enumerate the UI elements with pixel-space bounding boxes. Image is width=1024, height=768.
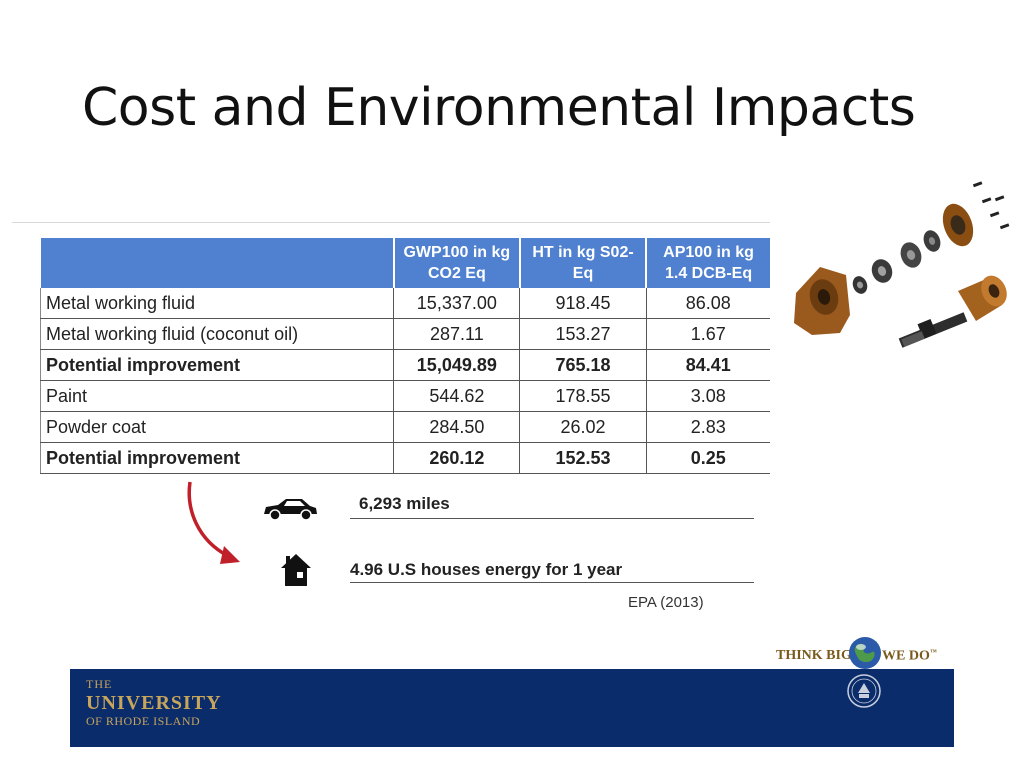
source-citation: EPA (2013): [628, 594, 704, 611]
ap-value: 0.25: [646, 442, 770, 474]
header-cell-gwp: GWP100 in kg CO2 Eq: [393, 238, 521, 288]
ht-value: 26.02: [519, 411, 647, 443]
ap-value: 1.67: [646, 318, 770, 350]
table-row: Paint 544.62 178.55 3.08: [39, 380, 770, 412]
table-row: Metal working fluid 15,337.00 918.45 86.…: [39, 288, 770, 319]
table-row: Potential improvement 260.12 152.53 0.25: [39, 442, 770, 474]
logo-rhode-island: OF RHODE ISLAND: [86, 714, 201, 728]
header-cell-ht: HT in kg S02-Eq: [519, 238, 648, 288]
row-label: Potential improvement: [39, 442, 395, 474]
miles-equivalent: 6,293 miles: [260, 494, 755, 524]
exploded-bearing-assembly-image: [794, 181, 1010, 348]
car-icon: [264, 499, 317, 521]
ht-value: 918.45: [519, 288, 647, 319]
impact-table: GWP100 in kg CO2 Eq HT in kg S02-Eq AP10…: [39, 238, 770, 474]
row-label: Potential improvement: [39, 349, 395, 381]
footer-bar: THE UNIVERSITY OF RHODE ISLAND: [70, 669, 954, 747]
tagline-right-text: WE DO: [882, 648, 930, 664]
gwp-value: 287.11: [393, 318, 521, 350]
ap-value: 3.08: [646, 380, 770, 412]
ht-value: 178.55: [519, 380, 647, 412]
ap-value: 86.08: [646, 288, 770, 319]
row-label: Metal working fluid: [39, 288, 395, 319]
university-seal-icon: [847, 674, 881, 708]
gwp-value: 284.50: [393, 411, 521, 443]
globe-icon: [849, 637, 881, 669]
table-row: Powder coat 284.50 26.02 2.83: [39, 411, 770, 443]
table-row: Metal working fluid (coconut oil) 287.11…: [39, 318, 770, 350]
miles-underline: [350, 518, 754, 519]
table-header-row: GWP100 in kg CO2 Eq HT in kg S02-Eq AP10…: [40, 238, 770, 288]
ht-value: 152.53: [519, 442, 647, 474]
tagline-right: WE DO™: [882, 648, 937, 665]
row-label: Metal working fluid (coconut oil): [39, 318, 395, 350]
tagline-left: THINK BIG: [776, 648, 852, 663]
slide-title: Cost and Environmental Impacts: [82, 78, 916, 138]
table-row: Potential improvement 15,049.89 765.18 8…: [39, 349, 770, 381]
think-big-tagline: THINK BIG WE DO™: [776, 636, 956, 676]
title-divider: [12, 222, 770, 223]
header-cell-label: [40, 238, 395, 288]
curved-arrow-icon: [187, 481, 240, 564]
gwp-value: 15,049.89: [393, 349, 521, 381]
logo-university: UNIVERSITY: [86, 692, 222, 714]
ht-value: 153.27: [519, 318, 647, 350]
ap-value: 84.41: [646, 349, 770, 381]
row-label: Powder coat: [39, 411, 395, 443]
houses-equivalent: 4.96 U.S houses energy for 1 year: [260, 552, 755, 592]
gwp-value: 15,337.00: [393, 288, 521, 319]
row-label: Paint: [39, 380, 395, 412]
ap-value: 2.83: [646, 411, 770, 443]
trademark: ™: [929, 648, 937, 656]
house-icon: [281, 554, 311, 586]
gwp-value: 544.62: [393, 380, 521, 412]
logo-the: THE: [86, 677, 113, 691]
miles-text: 6,293 miles: [359, 494, 450, 513]
ht-value: 765.18: [519, 349, 647, 381]
houses-text: 4.96 U.S houses energy for 1 year: [350, 560, 623, 579]
gwp-value: 260.12: [393, 442, 521, 474]
header-cell-ap: AP100 in kg 1.4 DCB-Eq: [646, 238, 770, 288]
houses-underline: [350, 582, 754, 583]
university-logo: THE UNIVERSITY OF RHODE ISLAND: [86, 677, 222, 729]
